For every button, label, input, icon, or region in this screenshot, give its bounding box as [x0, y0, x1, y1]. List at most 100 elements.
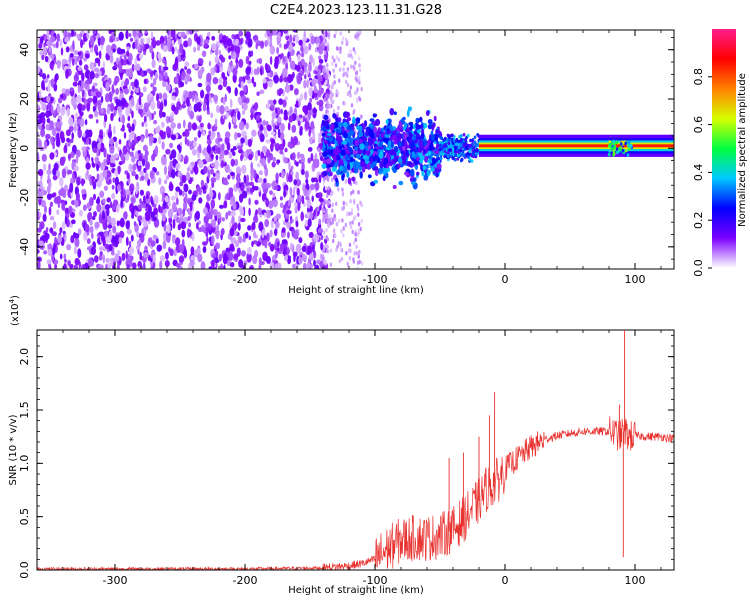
spectrogram-cell	[351, 176, 356, 182]
spectrogram-cell	[344, 222, 348, 228]
y-tick-label: 0.5	[18, 508, 31, 526]
spectrogram-cell	[306, 261, 311, 269]
spectrogram-cell	[142, 252, 149, 258]
spectrogram-cell	[301, 195, 305, 205]
spectrogram-cell	[403, 140, 408, 148]
spectrogram-cell	[338, 67, 342, 72]
spectrogram-cell	[188, 189, 192, 195]
spectrogram-cell	[81, 188, 87, 195]
spectrogram-cell	[374, 118, 381, 126]
spectrogram-cell	[63, 145, 68, 154]
spectrogram-cell	[263, 178, 267, 184]
spectrogram-cell	[215, 154, 219, 161]
spectrogram-cell	[292, 135, 299, 146]
spectrogram-cell	[318, 58, 324, 64]
spectrogram-cell	[367, 130, 372, 136]
spectrogram-cell	[387, 130, 392, 135]
spectrogram-cell	[145, 128, 149, 139]
spectrogram-cell	[418, 152, 423, 157]
spectrogram-cell	[342, 73, 345, 78]
spectrogram-cell	[198, 58, 204, 65]
spectrogram-cell	[365, 150, 371, 156]
spectrogram-cell	[93, 147, 97, 154]
spectrogram-cell	[164, 259, 170, 268]
spectrogram-cell	[248, 197, 251, 206]
spectrogram-cell	[265, 139, 271, 144]
spectrogram-cell	[158, 177, 162, 186]
spectrogram-cell	[55, 40, 59, 49]
spectrogram-cell	[274, 142, 281, 152]
spectrogram-cell	[118, 236, 122, 244]
spectrogram-cell	[68, 116, 74, 127]
spectrogram-cell	[440, 143, 444, 148]
spectrogram-cell	[452, 152, 456, 157]
carrier-band	[479, 144, 674, 148]
spectrogram-cell	[106, 215, 112, 223]
spectrogram-cell	[305, 183, 310, 191]
spectrogram-cell	[84, 53, 90, 59]
spectrogram-cell	[324, 38, 327, 44]
spectrogram-cell	[144, 245, 148, 252]
spectrogram-cell	[199, 122, 204, 128]
spectrogram-cell	[96, 163, 100, 172]
spectrogram-cell	[327, 84, 331, 89]
spectrogram-cell	[137, 160, 142, 167]
spectrogram-cell	[207, 122, 211, 130]
spectrogram-cell	[150, 199, 154, 206]
spectrogram-cell	[223, 180, 229, 186]
spectrogram-cell	[46, 169, 52, 175]
spectrogram-cell	[132, 42, 136, 50]
spectrogram-cell	[97, 37, 101, 46]
spectrogram-cell	[627, 147, 631, 151]
spectrogram-cell	[186, 197, 193, 203]
spectrogram-cell	[329, 93, 332, 99]
spectrogram-cell	[123, 60, 127, 66]
spectrogram-cell	[264, 62, 268, 71]
spectrogram-cell	[258, 221, 264, 232]
spectrogram-cell	[128, 132, 134, 141]
spectrogram-cell	[392, 134, 397, 142]
spectrogram-cell	[173, 249, 177, 257]
spectrogram-cell	[354, 214, 357, 220]
spectrogram-cell	[152, 234, 158, 240]
spectrogram-cell	[469, 143, 472, 148]
spectrogram-cell	[266, 232, 270, 242]
spectrogram-cell	[165, 175, 170, 180]
spectrogram-cell	[326, 100, 329, 105]
spectrogram-cell	[39, 89, 42, 99]
spectrogram-cell	[272, 198, 278, 208]
spectrogram-cell	[457, 139, 461, 144]
spectrogram-cell	[294, 206, 298, 214]
spectrogram-cell	[45, 109, 51, 119]
spectrogram-cell	[461, 149, 465, 153]
spectrogram-cell	[266, 72, 271, 77]
spectrogram-cell	[279, 43, 282, 48]
spectrogram-cell	[212, 146, 216, 152]
spectrogram-cell	[270, 142, 274, 152]
spectrogram-cell	[120, 73, 123, 81]
spectrogram-cell	[279, 75, 283, 82]
spectrogram-cell	[326, 132, 332, 137]
spectrogram-cell	[100, 35, 105, 46]
spectrogram-cell	[325, 94, 328, 99]
spectrogram-cell	[326, 193, 329, 199]
spectrogram-cell	[309, 54, 314, 64]
spectrogram-cell	[302, 39, 306, 49]
spectrogram-cell	[293, 253, 296, 263]
spectrogram-cell	[307, 147, 313, 152]
spectrogram-cell	[316, 206, 320, 212]
spectrogram-cell	[37, 131, 40, 137]
spectrogram-cell	[354, 146, 359, 151]
spectrogram-cell	[154, 71, 159, 81]
spectrogram-cell	[340, 256, 344, 262]
spectrogram-cell	[267, 156, 271, 164]
spectrogram-cell	[93, 255, 99, 263]
spectrogram-cell	[50, 136, 54, 145]
spectrogram-cell	[303, 188, 309, 197]
spectrogram-cell	[241, 95, 247, 100]
spectrogram-cell	[227, 174, 231, 180]
spectrogram-cell	[227, 65, 231, 76]
spectrogram-cell	[354, 139, 359, 146]
spectrogram-cell	[460, 143, 463, 148]
spectrogram-cell	[352, 189, 355, 194]
